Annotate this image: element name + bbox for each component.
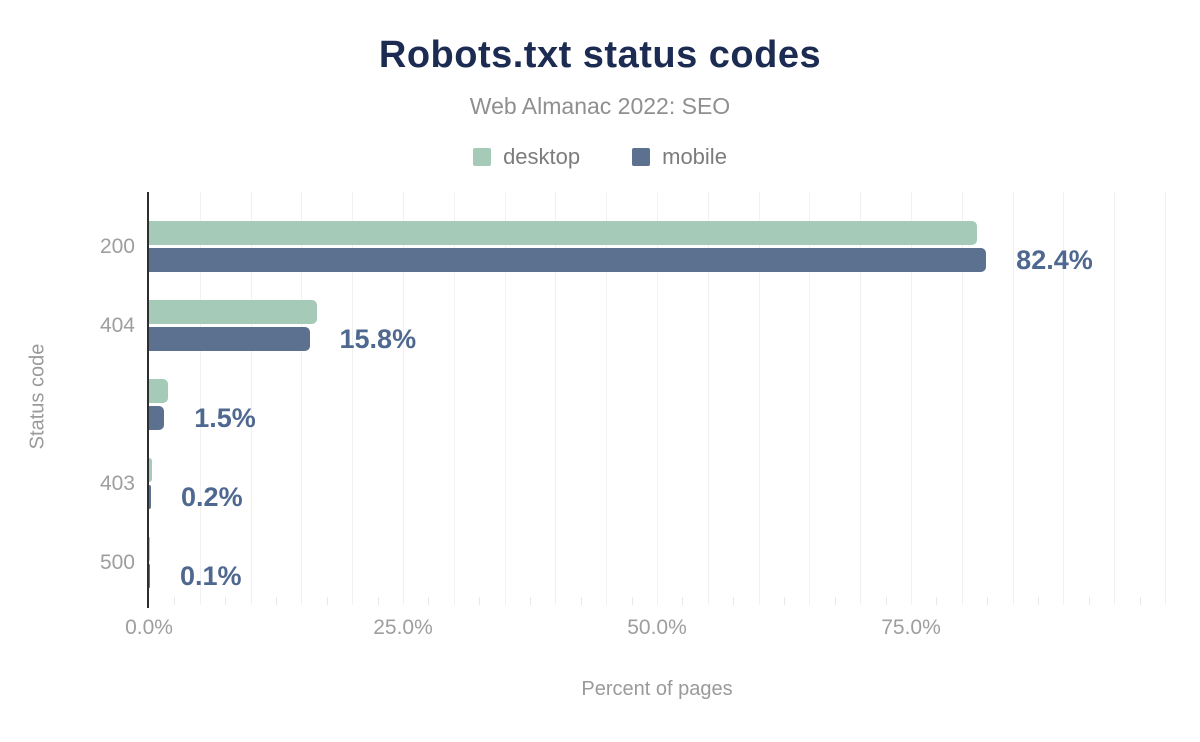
gridline: [1165, 192, 1166, 605]
gridline: [301, 192, 303, 605]
axis-minor-tick: [936, 597, 938, 605]
gridline: [352, 192, 354, 605]
bar-mobile-404[interactable]: [149, 327, 310, 351]
legend-swatch-desktop: [473, 148, 492, 166]
gridline: [707, 192, 709, 605]
axis-minor-tick: [428, 597, 430, 605]
gridline: [1012, 192, 1014, 605]
axis-minor-tick: [784, 597, 785, 605]
y-tick-label-403: 403: [99, 471, 135, 495]
axis-minor-tick: [1139, 597, 1141, 605]
legend-label: mobile: [662, 144, 727, 169]
x-tick-label-75: 75.0%: [881, 616, 941, 639]
gridline: [403, 192, 404, 605]
legend: desktop mobile: [0, 144, 1200, 170]
gridline: [657, 192, 658, 605]
plot-area: 82.4% 15.8% 1.5% 0.2% 0.1%: [147, 192, 1166, 608]
gridline: [504, 192, 506, 605]
y-tick-label-500: 500: [99, 550, 135, 574]
axis-minor-tick: [174, 597, 176, 605]
gridline: [199, 192, 201, 605]
gridline: [809, 192, 811, 605]
axis-minor-tick: [1038, 597, 1039, 605]
axis-minor-tick: [631, 597, 633, 605]
axis-minor-tick: [326, 597, 328, 605]
bar-mobile-403[interactable]: [149, 485, 152, 509]
axis-minor-tick: [987, 597, 989, 605]
axis-minor-tick: [834, 597, 836, 605]
gridline: [250, 192, 252, 605]
gridline: [911, 192, 912, 605]
bar-desktop-200[interactable]: [149, 221, 978, 245]
bar-mobile-200[interactable]: [149, 248, 987, 272]
axis-minor-tick: [530, 597, 531, 605]
chart-title: Robots.txt status codes: [378, 34, 822, 76]
axis-minor-tick: [225, 597, 227, 605]
chart-subtitle: Web Almanac 2022: SEO: [469, 93, 731, 119]
x-tick-label-0: 0.0%: [125, 616, 173, 639]
gridline: [1063, 192, 1065, 605]
bar-desktop-403[interactable]: [149, 458, 153, 482]
y-axis-line: [147, 192, 149, 608]
value-label-403: 0.2%: [181, 482, 243, 512]
axis-minor-tick: [276, 597, 277, 605]
axis-minor-tick: [1088, 597, 1090, 605]
y-tick-label-200: 200: [99, 234, 135, 258]
gridline: [1114, 192, 1116, 605]
y-tick-label-404: 404: [99, 313, 135, 337]
axis-minor-tick: [885, 597, 887, 605]
value-label-500: 0.1%: [180, 561, 242, 591]
bar-desktop-404[interactable]: [149, 300, 317, 324]
x-tick-label-25: 25.0%: [373, 616, 433, 639]
axis-minor-tick: [377, 597, 379, 605]
x-axis-title: Percent of pages: [581, 678, 733, 700]
value-label-404: 15.8%: [339, 324, 417, 354]
bar-desktop-blank[interactable]: [149, 379, 169, 403]
gridline: [606, 192, 608, 605]
axis-minor-tick: [479, 597, 481, 605]
gridline: [961, 192, 963, 605]
gridline: [453, 192, 455, 605]
value-label-200: 82.4%: [1016, 245, 1093, 275]
bar-desktop-500[interactable]: [149, 537, 151, 561]
axis-minor-tick: [580, 597, 582, 605]
legend-item-mobile: mobile: [632, 144, 727, 170]
x-tick-label-50: 50.0%: [627, 616, 687, 639]
bar-mobile-blank[interactable]: [149, 406, 165, 430]
bar-mobile-500[interactable]: [149, 564, 151, 588]
y-axis-title: Status code: [26, 343, 49, 450]
axis-minor-tick: [733, 597, 735, 605]
gridline: [758, 192, 760, 605]
axis-minor-tick: [682, 597, 684, 605]
gridline: [555, 192, 557, 605]
gridline: [860, 192, 862, 605]
legend-swatch-mobile: [632, 148, 651, 166]
legend-label: desktop: [503, 144, 581, 169]
value-label-blank: 1.5%: [194, 403, 256, 433]
legend-item-desktop: desktop: [473, 144, 580, 170]
